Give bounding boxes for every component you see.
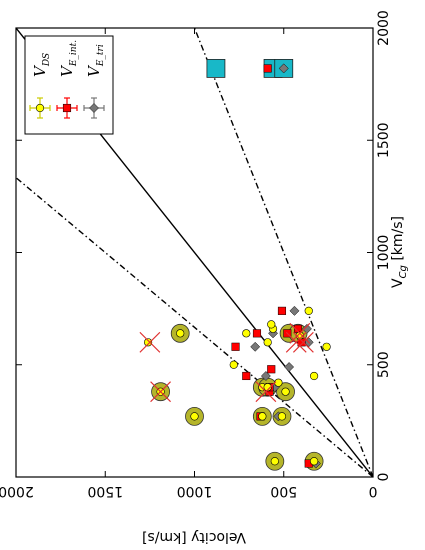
y-tick-label: 0	[369, 483, 378, 499]
red-cross-marker	[285, 331, 307, 353]
highlight-markers	[151, 59, 324, 471]
data-point	[263, 383, 272, 392]
red-cross-marker	[292, 331, 314, 353]
legend-label: VDS	[31, 53, 52, 77]
data-point	[277, 306, 287, 315]
data-point	[242, 371, 251, 381]
data-point	[263, 338, 272, 347]
data-series	[143, 63, 331, 469]
x-tick-label: 0	[376, 473, 392, 482]
legend-label-main: V	[31, 64, 49, 77]
axis-ticks: 0 500 1000 1500 2000 0 500 1000 1500 2000	[0, 10, 392, 499]
data-point	[304, 306, 313, 315]
x-tick-label: 1000	[376, 235, 392, 271]
data-point	[277, 412, 287, 421]
overlay-markers	[139, 322, 314, 403]
data-point	[284, 362, 295, 372]
data-point	[322, 342, 331, 351]
x-tick-label: 500	[376, 351, 392, 378]
series-vds	[143, 306, 331, 466]
data-point	[176, 329, 185, 338]
data-point	[260, 371, 271, 381]
x-tick-label: 1500	[376, 122, 392, 158]
legend-marker	[62, 103, 72, 113]
legend-entry-1: VE_int.	[56, 40, 79, 119]
data-point	[270, 457, 279, 466]
legend-label-sub: DS	[42, 53, 52, 67]
data-point	[302, 323, 312, 334]
data-point	[231, 342, 240, 351]
data-point	[229, 360, 238, 369]
legend-entry-0: VDS	[29, 53, 52, 119]
x-tick-label: 2000	[376, 10, 392, 46]
x-axis-label-main: V	[390, 278, 406, 288]
y-tick-label: 2000	[0, 483, 34, 499]
red-cross-marker	[139, 331, 161, 353]
legend-label-main: V	[85, 64, 103, 77]
red-cross-marker	[289, 322, 311, 344]
y-tick-label: 1000	[177, 483, 213, 499]
x-axis-label-sub: Cg	[398, 265, 409, 278]
y-tick-label: 500	[270, 483, 297, 499]
y-axis-label: Velocity [km/s]	[142, 529, 246, 545]
legend-entry-2: VE_tri	[83, 44, 106, 119]
data-point	[190, 412, 199, 421]
legend-marker	[89, 103, 99, 113]
x-axis-label: VCg [km/s]	[390, 216, 409, 288]
data-point	[309, 457, 319, 466]
data-point	[289, 305, 300, 316]
data-point	[250, 341, 261, 352]
legend-label-sub: E_int.	[69, 40, 79, 67]
data-point	[143, 338, 153, 347]
legend-label-main: V	[58, 64, 76, 77]
legend-label: VE_tri	[85, 44, 106, 77]
data-point	[274, 378, 283, 387]
y-tick-label: 1500	[87, 483, 123, 499]
x-axis-label-unit: [km/s]	[390, 216, 406, 265]
highlight-box	[206, 59, 226, 78]
series-veint	[231, 64, 313, 468]
legend-label: VE_int.	[58, 40, 79, 77]
data-point	[252, 329, 262, 338]
data-point	[258, 412, 267, 421]
legend-marker	[35, 103, 45, 113]
data-point	[281, 387, 290, 396]
data-point	[263, 64, 272, 73]
data-point	[278, 63, 289, 74]
data-point	[242, 329, 251, 338]
legend-label-sub: E_tri	[96, 44, 106, 67]
red-cross-marker	[255, 381, 277, 403]
data-point	[309, 371, 319, 381]
red-cross-marker	[150, 381, 171, 403]
data-point	[267, 320, 276, 329]
data-point	[267, 365, 276, 374]
